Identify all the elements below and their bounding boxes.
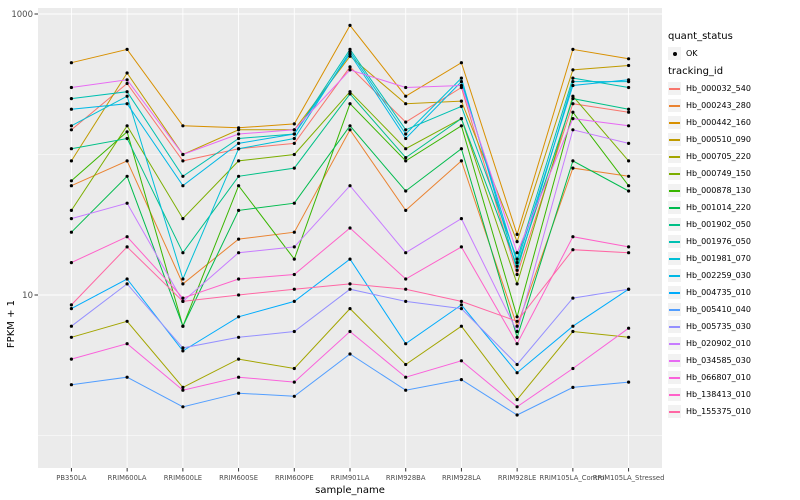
legend-item-label: Hb_001902_050 bbox=[686, 220, 751, 229]
line-key-icon bbox=[668, 354, 681, 367]
legend-item-label: Hb_000749_150 bbox=[686, 169, 751, 178]
svg-text:RRIM928LA: RRIM928LA bbox=[442, 474, 481, 482]
legend-item: Hb_000243_280 bbox=[668, 99, 798, 112]
legend-item: Hb_000442_160 bbox=[668, 116, 798, 129]
axis-ticks bbox=[34, 13, 630, 472]
svg-text:RRIM600LE: RRIM600LE bbox=[164, 474, 202, 482]
line-key-icon bbox=[668, 388, 681, 401]
legend-item: Hb_001014_220 bbox=[668, 201, 798, 214]
svg-text:10: 10 bbox=[22, 291, 33, 301]
line-key-icon bbox=[668, 371, 681, 384]
legend-item: Hb_001981_070 bbox=[668, 252, 798, 265]
line-key-icon bbox=[668, 201, 681, 214]
line-key-icon bbox=[668, 252, 681, 265]
legend-item: Hb_066807_010 bbox=[668, 371, 798, 384]
line-key-icon bbox=[668, 116, 681, 129]
svg-text:RRIM600SE: RRIM600SE bbox=[219, 474, 258, 482]
line-key-icon bbox=[668, 303, 681, 316]
line-key-icon bbox=[668, 337, 681, 350]
line-key-icon bbox=[668, 218, 681, 231]
line-key-icon bbox=[668, 269, 681, 282]
legend: quant_status OK tracking_id Hb_000032_54… bbox=[668, 25, 798, 422]
svg-text:RRIM901LA: RRIM901LA bbox=[331, 474, 370, 482]
line-key-icon bbox=[668, 184, 681, 197]
svg-text:RRIM600LA: RRIM600LA bbox=[108, 474, 147, 482]
legend-item: Hb_004735_010 bbox=[668, 286, 798, 299]
legend-item: Hb_002259_030 bbox=[668, 269, 798, 282]
line-key-icon bbox=[668, 235, 681, 248]
legend-item: Hb_020902_010 bbox=[668, 337, 798, 350]
legend-item: Hb_001976_050 bbox=[668, 235, 798, 248]
legend-item-label: Hb_034585_030 bbox=[686, 356, 751, 365]
svg-text:RRIM105LA_Stressed: RRIM105LA_Stressed bbox=[593, 474, 665, 482]
line-key-icon bbox=[668, 99, 681, 112]
legend-item-label: Hb_000243_280 bbox=[686, 101, 751, 110]
line-key-icon bbox=[668, 286, 681, 299]
legend-item-label: Hb_004735_010 bbox=[686, 288, 751, 297]
line-key-icon bbox=[668, 82, 681, 95]
legend-item: Hb_000878_130 bbox=[668, 184, 798, 197]
line-key-icon bbox=[668, 133, 681, 146]
legend-item-label: Hb_000878_130 bbox=[686, 186, 751, 195]
legend-item-label: Hb_002259_030 bbox=[686, 271, 751, 280]
legend-item: Hb_034585_030 bbox=[668, 354, 798, 367]
legend-item: Hb_000749_150 bbox=[668, 167, 798, 180]
line-key-icon bbox=[668, 320, 681, 333]
data-points bbox=[69, 23, 631, 417]
legend-item-label: Hb_000032_540 bbox=[686, 84, 751, 93]
x-axis-title: sample_name bbox=[315, 485, 385, 496]
legend-item-label: Hb_005410_040 bbox=[686, 305, 751, 314]
legend-item: Hb_000510_090 bbox=[668, 133, 798, 146]
legend-item-label: Hb_138413_010 bbox=[686, 390, 751, 399]
svg-text:RRIM928BA: RRIM928BA bbox=[386, 474, 426, 482]
legend-title-quant-status: quant_status bbox=[668, 31, 733, 42]
svg-text:RRIM928LE: RRIM928LE bbox=[498, 474, 536, 482]
legend-item-label: Hb_020902_010 bbox=[686, 339, 751, 348]
svg-text:1000: 1000 bbox=[11, 10, 33, 20]
legend-item-label: Hb_000705_220 bbox=[686, 152, 751, 161]
legend-item: Hb_001902_050 bbox=[668, 218, 798, 231]
svg-text:RRIM600PE: RRIM600PE bbox=[275, 474, 314, 482]
legend-item: Hb_155375_010 bbox=[668, 405, 798, 418]
legend-item-label: Hb_155375_010 bbox=[686, 407, 751, 416]
x-tick-labels: PB350LA RRIM600LA RRIM600LE RRIM600SE RRIM60… bbox=[56, 474, 664, 482]
y-axis-title: FPKM + 1 bbox=[6, 300, 17, 349]
legend-item-label: Hb_000442_160 bbox=[686, 118, 751, 127]
legend-item: Hb_000032_540 bbox=[668, 82, 798, 95]
legend-item-label: Hb_005735_030 bbox=[686, 322, 751, 331]
y-tick-labels: 10 1000 bbox=[11, 10, 33, 301]
legend-item-label: Hb_001976_050 bbox=[686, 237, 751, 246]
legend-item: Hb_005735_030 bbox=[668, 320, 798, 333]
legend-item: Hb_005410_040 bbox=[668, 303, 798, 316]
point-key-icon bbox=[668, 47, 681, 60]
legend-tracking-id-items: Hb_000032_540 Hb_000243_280 Hb_000442_160 H… bbox=[668, 82, 798, 418]
legend-item: Hb_138413_010 bbox=[668, 388, 798, 401]
legend-title-tracking-id: tracking_id bbox=[668, 66, 724, 77]
legend-item-label: Hb_001981_070 bbox=[686, 254, 751, 263]
plot-svg: 10 1000 PB350LA RRIM600LA RRIM600LE RRIM600SE… bbox=[11, 8, 664, 482]
svg-text:PB350LA: PB350LA bbox=[56, 474, 87, 482]
legend-item-label: OK bbox=[686, 49, 698, 58]
line-key-icon bbox=[668, 167, 681, 180]
legend-item-label: Hb_000510_090 bbox=[686, 135, 751, 144]
legend-item: Hb_000705_220 bbox=[668, 150, 798, 163]
svg-text:RRIM105LA_Control: RRIM105LA_Control bbox=[539, 474, 606, 482]
legend-item-quant-status-ok: OK bbox=[668, 47, 798, 60]
legend-item-label: Hb_066807_010 bbox=[686, 373, 751, 382]
line-key-icon bbox=[668, 405, 681, 418]
line-key-icon bbox=[668, 150, 681, 163]
legend-item-label: Hb_001014_220 bbox=[686, 203, 751, 212]
